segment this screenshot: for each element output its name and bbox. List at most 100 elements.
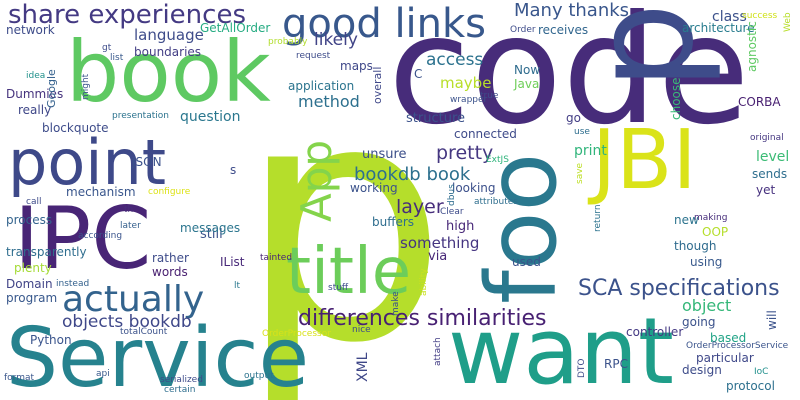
- word-might: might: [81, 73, 91, 100]
- word-lt: lt: [234, 281, 241, 291]
- word-json: JSON: [132, 155, 162, 169]
- word-ilist: IList: [220, 255, 245, 269]
- word-google: Google: [45, 69, 58, 108]
- word-orderprocessor: OrderProcessor: [262, 329, 331, 339]
- word-share-experiences: share experiences: [8, 0, 246, 30]
- word-access: access: [426, 50, 484, 70]
- word-attach: attach: [433, 337, 443, 366]
- word-based: based: [710, 331, 747, 345]
- word-looking: looking: [452, 181, 496, 195]
- word-later: later: [120, 221, 141, 231]
- word-plenty: plenty: [14, 261, 52, 275]
- word-c: C: [414, 67, 423, 81]
- word-ioc: IoC: [754, 367, 769, 377]
- word-maps: maps: [340, 59, 373, 73]
- word-network: network: [6, 23, 55, 37]
- word-choose: choose: [669, 77, 683, 120]
- word-actually: actually: [62, 279, 205, 320]
- word-java: Java: [514, 77, 540, 91]
- word-getallorder: GetAllOrder: [200, 21, 271, 35]
- word-high: high: [446, 219, 475, 234]
- word-orderprocessorservice: OrderProcessorService: [686, 341, 789, 351]
- word-will: will: [765, 310, 779, 330]
- word-ability: ability: [419, 268, 429, 296]
- word-web: Web: [783, 12, 793, 32]
- word-level: level: [756, 149, 790, 165]
- word-going: going: [682, 315, 716, 329]
- word-output: output: [244, 371, 274, 381]
- word-maybe: maybe: [440, 74, 492, 92]
- word-buffers: buffers: [372, 215, 415, 229]
- word-book: book: [66, 23, 271, 121]
- word-make: make: [391, 291, 401, 316]
- word-really: really: [18, 103, 52, 117]
- word-likely: likely: [314, 30, 358, 50]
- word-protocol: protocol: [726, 379, 775, 393]
- word-code: code: [388, 0, 750, 158]
- word-attributes: attributes: [474, 197, 518, 207]
- word-working: working: [350, 181, 398, 195]
- word-probably: probably: [268, 37, 308, 47]
- word-save: save: [575, 162, 585, 184]
- word-api: api: [96, 369, 110, 379]
- word-controller: controller: [626, 325, 684, 339]
- word-yet: yet: [756, 183, 776, 197]
- word-used: used: [512, 255, 541, 269]
- word-original: original: [750, 133, 784, 143]
- word-overall: overall: [371, 66, 384, 104]
- word-process: process: [6, 213, 53, 227]
- word-bookdb-book: bookdb book: [354, 164, 471, 185]
- word-something: something: [400, 234, 480, 252]
- word-rather: rather: [152, 251, 189, 265]
- word-request: request: [296, 51, 331, 61]
- word-stuff: stuff: [328, 283, 349, 293]
- word-th: th: [124, 205, 134, 215]
- word-connected: connected: [454, 127, 517, 141]
- word-s: s: [230, 163, 237, 177]
- word-jbi: JBI: [592, 113, 697, 208]
- word-boundaries: boundaries: [134, 45, 202, 59]
- word-p: p: [238, 31, 448, 400]
- word-application: application: [288, 79, 355, 93]
- word-now: Now: [514, 63, 541, 77]
- word-wrapper: wrapper: [450, 95, 488, 105]
- word-program: program: [6, 291, 58, 305]
- word-method: method: [298, 92, 360, 111]
- word-using: using: [690, 255, 723, 269]
- word-making: making: [694, 213, 728, 223]
- word-words: words: [152, 265, 188, 279]
- word-good-links: good links: [282, 1, 487, 47]
- word-still: still: [200, 227, 223, 242]
- word-according: according: [78, 231, 123, 241]
- word-transparently: transparently: [6, 245, 87, 259]
- word-totalcount: totalCount: [120, 327, 168, 337]
- word-extjs: ExtJS: [486, 155, 509, 165]
- word-call: call: [26, 197, 42, 207]
- word-objects-bookdb: objects bookdb: [62, 312, 192, 332]
- word-many-thanks: Many thanks: [514, 0, 630, 21]
- word-format: format: [4, 373, 35, 383]
- word-question: question: [180, 109, 241, 125]
- word-pretty: pretty: [436, 142, 494, 164]
- word-design: design: [682, 363, 722, 377]
- word-go: go: [566, 111, 581, 125]
- word-gt: gt: [102, 43, 112, 53]
- word-new: new: [674, 213, 699, 227]
- word-service: Service: [6, 311, 310, 400]
- word-receives: receives: [538, 23, 589, 37]
- word-point: point: [8, 126, 167, 199]
- word-though: though: [674, 239, 717, 253]
- word-oop: OOP: [702, 225, 729, 239]
- word-architecture: architecture: [682, 21, 755, 35]
- word-presentation: presentation: [112, 111, 169, 121]
- word-language: language: [134, 26, 204, 44]
- word-idea: idea: [26, 71, 46, 81]
- word-configure: configure: [148, 187, 191, 197]
- word-rpc: RPC: [604, 357, 628, 371]
- word-ipc: IPC: [14, 189, 152, 289]
- word-sca-specifications: SCA specifications: [578, 276, 780, 301]
- word-dto: DTO: [577, 358, 587, 378]
- word-domain: Domain: [6, 277, 53, 291]
- word-class: class: [712, 9, 747, 25]
- word-clear: Clear: [440, 207, 464, 217]
